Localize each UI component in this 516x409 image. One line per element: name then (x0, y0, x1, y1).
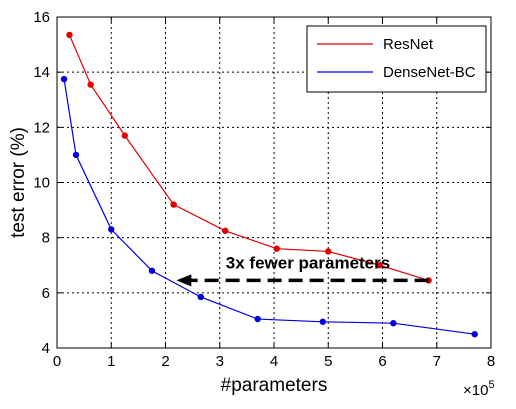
data-point-resnet (221, 227, 229, 234)
y-tick-label: 16 (33, 9, 50, 26)
legend-entry-densenet-bc: DenseNet-BC (383, 64, 476, 81)
data-point-resnet (273, 245, 280, 252)
data-point-resnet (87, 81, 94, 88)
y-tick-label: 4 (42, 340, 50, 357)
x-tick-label: 7 (433, 353, 441, 370)
legend: ResNet DenseNet-BC (306, 25, 487, 93)
data-point-densenet-bc (108, 226, 115, 233)
y-tick-label: 10 (33, 175, 50, 192)
data-point-resnet (121, 132, 129, 139)
data-point-resnet (66, 31, 73, 39)
x-axis-label: #parameters (221, 375, 328, 396)
series-line-densenet-bc (63, 78, 475, 335)
data-point-densenet-bc (148, 267, 156, 274)
data-point-densenet-bc (72, 151, 80, 159)
data-point-resnet (170, 201, 177, 208)
data-point-densenet-bc (60, 75, 68, 83)
series-layer (60, 31, 478, 338)
data-point-resnet (376, 262, 383, 269)
x-tick-label: 2 (161, 353, 169, 370)
annotation-arrowhead (176, 274, 192, 287)
data-point-densenet-bc (254, 315, 261, 323)
y-tick-label: 6 (42, 285, 50, 302)
legend-entry-resnet: ResNet (383, 36, 434, 53)
annotation-layer: 3x fewer parameters (176, 253, 429, 287)
x-axis-multiplier: ×105 (463, 379, 495, 399)
x-tick-label: 0 (53, 353, 61, 370)
x-tick-label: 3 (216, 353, 224, 370)
x-axis-multiplier-base: ×10 (463, 382, 488, 399)
x-tick-label: 5 (324, 353, 332, 370)
x-tick-label: 8 (487, 353, 495, 370)
data-point-resnet (325, 248, 332, 255)
data-point-densenet-bc (390, 319, 397, 327)
x-tick-label: 1 (107, 353, 115, 370)
x-axis-multiplier-exponent: 5 (488, 379, 494, 391)
y-axis-label: test error (%) (8, 127, 29, 238)
y-tick-label: 12 (33, 119, 50, 136)
data-point-densenet-bc (319, 318, 327, 325)
data-point-densenet-bc (197, 293, 204, 301)
data-point-densenet-bc (471, 331, 478, 338)
y-tick-label: 14 (33, 64, 50, 81)
y-tick-label: 8 (42, 230, 50, 247)
x-tick-label: 6 (378, 353, 386, 370)
legend-box (306, 25, 487, 93)
x-tick-label: 4 (270, 353, 278, 370)
annotation-text: 3x fewer parameters (226, 253, 390, 272)
